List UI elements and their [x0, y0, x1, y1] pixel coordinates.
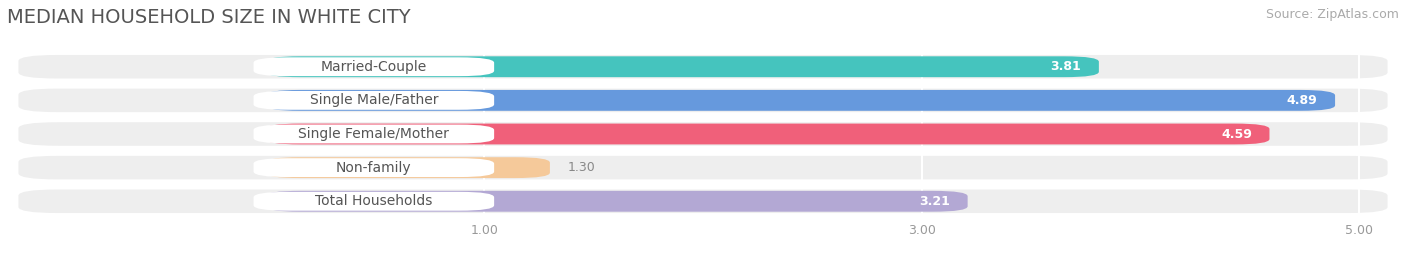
FancyBboxPatch shape [18, 55, 1388, 79]
FancyBboxPatch shape [266, 124, 1270, 144]
Text: Single Male/Father: Single Male/Father [309, 93, 439, 107]
Text: Non-family: Non-family [336, 161, 412, 175]
Text: MEDIAN HOUSEHOLD SIZE IN WHITE CITY: MEDIAN HOUSEHOLD SIZE IN WHITE CITY [7, 8, 411, 27]
Text: Married-Couple: Married-Couple [321, 60, 427, 74]
Text: 3.21: 3.21 [920, 195, 950, 208]
Text: Single Female/Mother: Single Female/Mother [298, 127, 450, 141]
Text: Total Households: Total Households [315, 194, 433, 208]
FancyBboxPatch shape [266, 191, 967, 212]
FancyBboxPatch shape [266, 56, 1099, 77]
FancyBboxPatch shape [18, 89, 1388, 112]
Text: 3.81: 3.81 [1050, 60, 1081, 73]
FancyBboxPatch shape [266, 90, 1336, 111]
FancyBboxPatch shape [253, 192, 494, 211]
FancyBboxPatch shape [253, 125, 494, 143]
Text: 4.59: 4.59 [1220, 128, 1251, 140]
FancyBboxPatch shape [18, 122, 1388, 146]
FancyBboxPatch shape [266, 157, 550, 178]
FancyBboxPatch shape [18, 156, 1388, 179]
Text: 1.30: 1.30 [568, 161, 595, 174]
FancyBboxPatch shape [253, 91, 494, 110]
FancyBboxPatch shape [253, 57, 494, 76]
Text: 4.89: 4.89 [1286, 94, 1317, 107]
Text: Source: ZipAtlas.com: Source: ZipAtlas.com [1265, 8, 1399, 21]
FancyBboxPatch shape [253, 158, 494, 177]
FancyBboxPatch shape [18, 189, 1388, 213]
